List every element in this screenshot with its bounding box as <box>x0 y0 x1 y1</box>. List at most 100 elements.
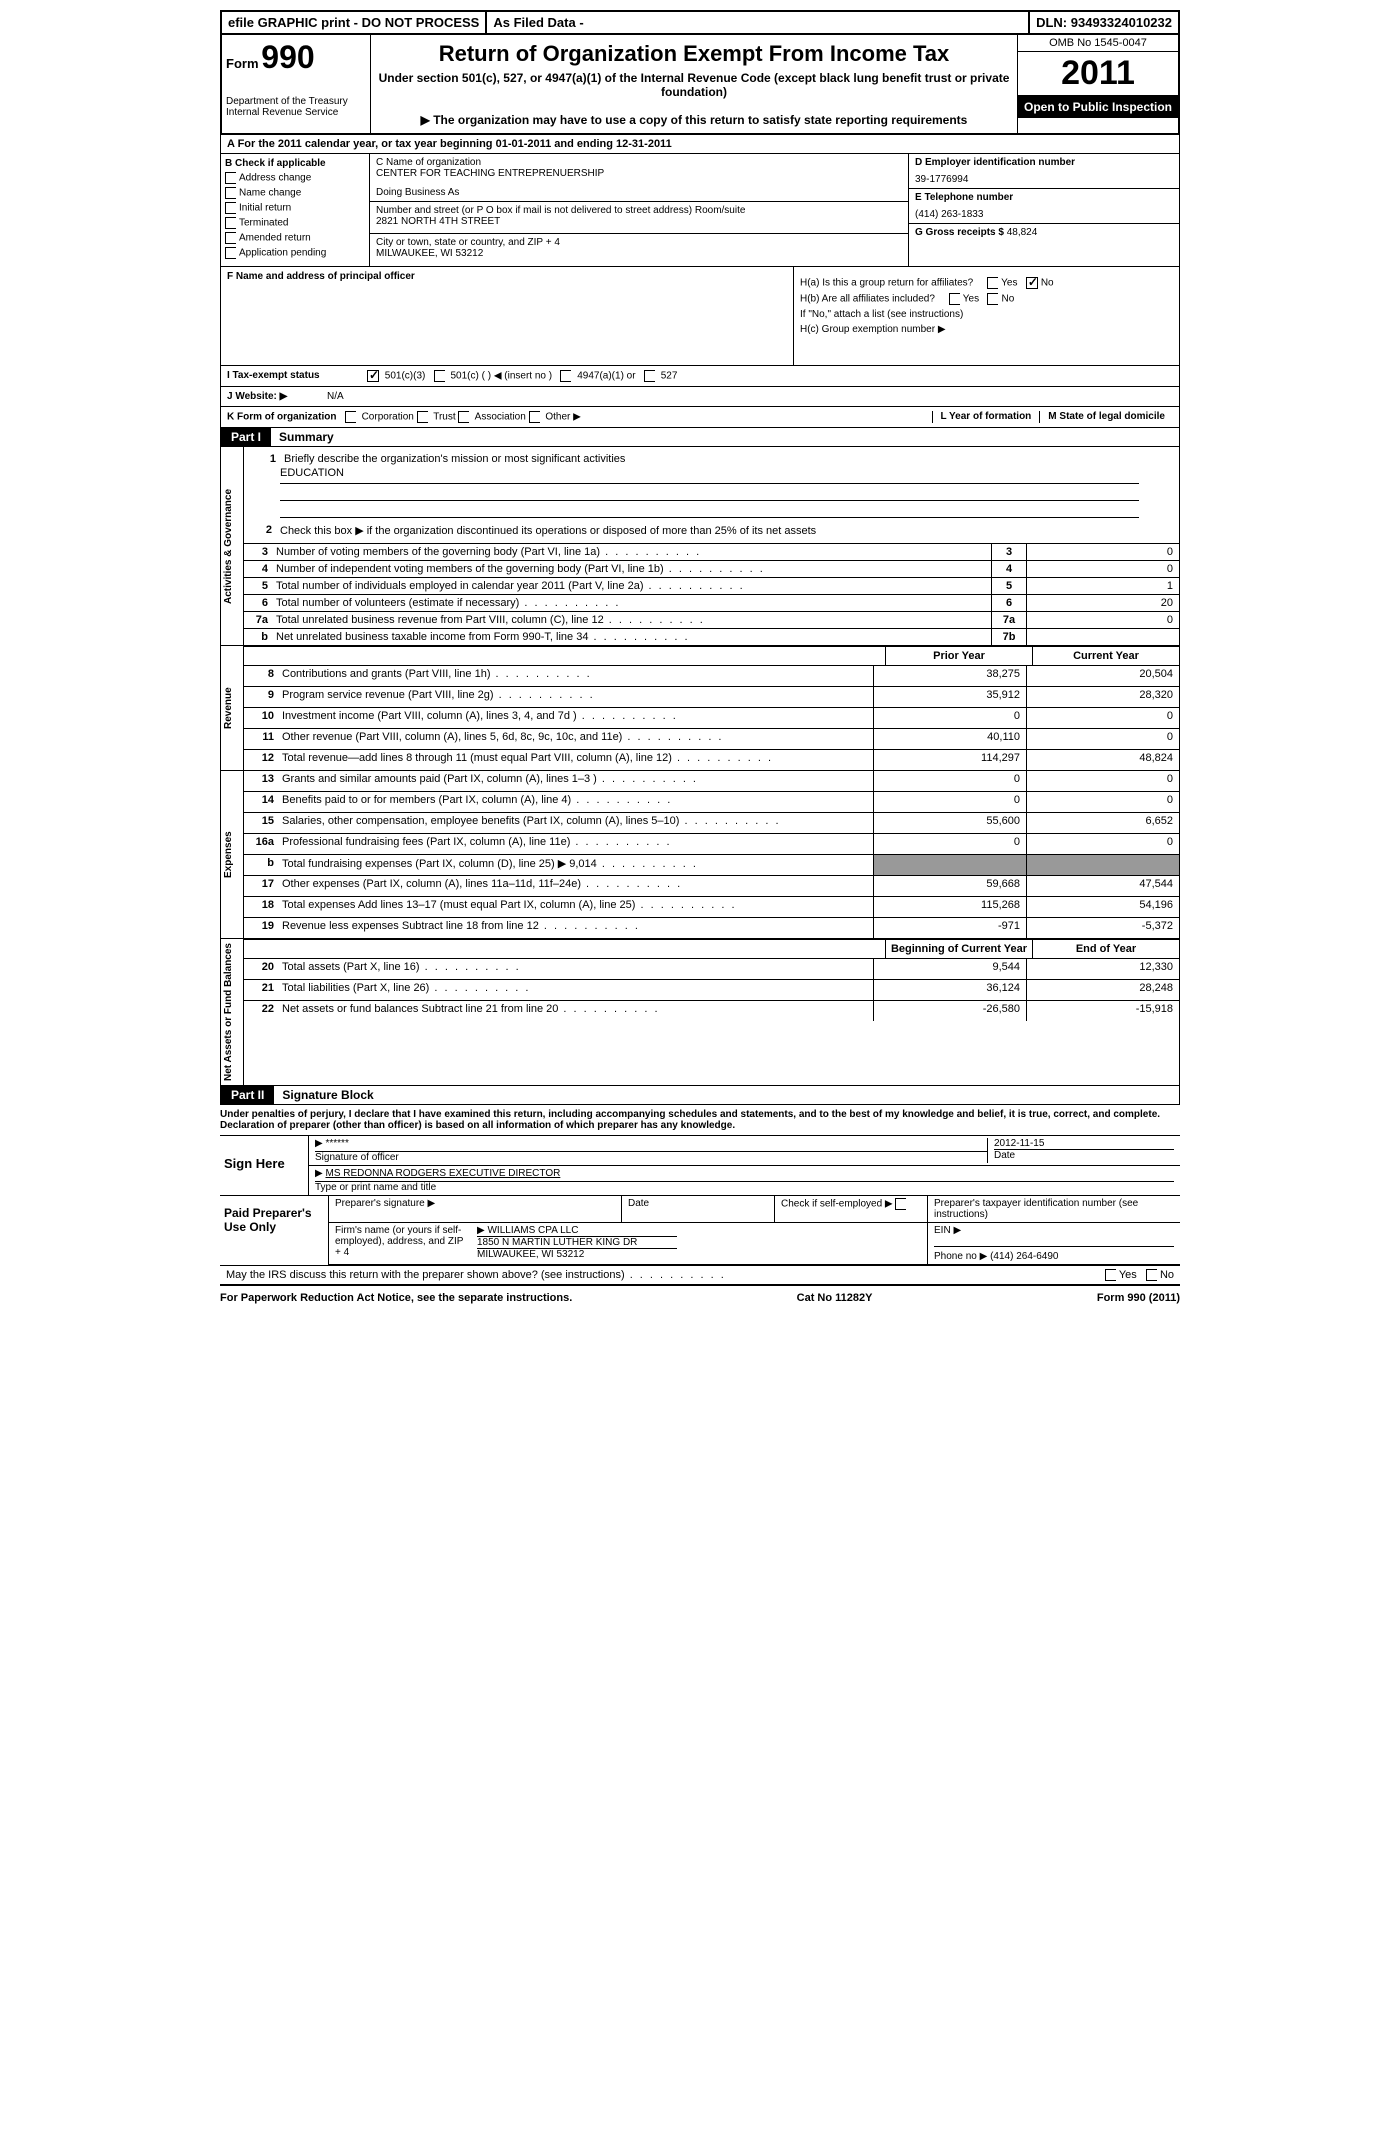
mission-blank-1 <box>280 484 1139 501</box>
side-revenue: Revenue <box>221 646 244 770</box>
chk-self-employed[interactable] <box>895 1198 906 1210</box>
ha-no: No <box>1041 278 1054 289</box>
opt-trust: Trust <box>433 412 455 423</box>
table-row: 21Total liabilities (Part X, line 26)36,… <box>244 980 1179 1001</box>
line-2-desc: Check this box ▶ if the organization dis… <box>280 524 1175 537</box>
opt-4947: 4947(a)(1) or <box>577 371 635 382</box>
table-row: 22Net assets or fund balances Subtract l… <box>244 1001 1179 1021</box>
chk-501c[interactable] <box>434 370 445 382</box>
side-net: Net Assets or Fund Balances <box>221 939 244 1085</box>
table-row: 16aProfessional fundraising fees (Part I… <box>244 834 1179 855</box>
chk-corp[interactable] <box>345 411 356 423</box>
chk-name-change[interactable] <box>225 187 236 199</box>
section-bcd: B Check if applicable Address change Nam… <box>220 154 1180 267</box>
lbl-initial-return: Initial return <box>239 203 291 214</box>
gross-value: 48,824 <box>1007 227 1038 238</box>
row-a-period: A For the 2011 calendar year, or tax yea… <box>220 135 1180 154</box>
org-name: CENTER FOR TEACHING ENTREPRENUERSHIP <box>376 168 902 179</box>
chk-501c3[interactable] <box>367 370 379 382</box>
lbl-amended: Amended return <box>239 233 311 244</box>
line-1-desc: Briefly describe the organization's miss… <box>284 453 1135 465</box>
lbl-pending: Application pending <box>239 248 326 259</box>
return-note: ▶ The organization may have to use a cop… <box>377 113 1011 127</box>
chk-amended[interactable] <box>225 232 236 244</box>
ein-label: EIN ▶ <box>934 1225 1174 1247</box>
val-5: 1 <box>1026 578 1179 594</box>
table-row: 17Other expenses (Part IX, column (A), l… <box>244 876 1179 897</box>
officer-label: F Name and address of principal officer <box>227 271 415 282</box>
form-ref: Form 990 (2011) <box>1097 1292 1180 1304</box>
col-h-group: H(a) Is this a group return for affiliat… <box>794 267 1179 365</box>
chk-address-change[interactable] <box>225 172 236 184</box>
officer-name-label: Type or print name and title <box>315 1181 1174 1193</box>
phone-label: E Telephone number <box>915 192 1173 203</box>
table-row: 14Benefits paid to or for members (Part … <box>244 792 1179 813</box>
part-1-label: Part I <box>221 428 271 446</box>
dln: DLN: 93493324010232 <box>1030 12 1178 33</box>
sig-stars: ****** <box>325 1138 348 1149</box>
chk-4947[interactable] <box>560 370 571 382</box>
opt-assoc: Association <box>475 412 526 423</box>
firm-addr: 1850 N MARTIN LUTHER KING DR <box>477 1236 677 1248</box>
table-row: 11Other revenue (Part VIII, column (A), … <box>244 729 1179 750</box>
table-row: 10Investment income (Part VIII, column (… <box>244 708 1179 729</box>
chk-527[interactable] <box>644 370 655 382</box>
return-title: Return of Organization Exempt From Incom… <box>377 41 1011 67</box>
section-governance: Activities & Governance 1Briefly describ… <box>220 447 1180 646</box>
city-label: City or town, state or country, and ZIP … <box>376 237 902 248</box>
opt-corp: Corporation <box>362 412 414 423</box>
col-f-officer: F Name and address of principal officer <box>221 267 794 365</box>
chk-assoc[interactable] <box>458 411 469 423</box>
perjury-text: Under penalties of perjury, I declare th… <box>220 1105 1180 1136</box>
gross-label: G Gross receipts $ <box>915 227 1004 238</box>
prep-phone-label: Phone no ▶ <box>934 1251 987 1262</box>
discuss-question: May the IRS discuss this return with the… <box>226 1269 1105 1281</box>
chk-ha-yes[interactable] <box>987 277 998 289</box>
city-value: MILWAUKEE, WI 53212 <box>376 248 902 259</box>
website-value: N/A <box>327 391 344 402</box>
table-row: bTotal fundraising expenses (Part IX, co… <box>244 855 1179 876</box>
preparer-block: Paid Preparer's Use Only Preparer's sign… <box>220 1196 1180 1266</box>
chk-pending[interactable] <box>225 247 236 259</box>
part-2-title: Signature Block <box>274 1086 381 1104</box>
row-j-website: J Website: ▶ N/A <box>220 387 1180 407</box>
dln-label: DLN: <box>1036 15 1067 30</box>
page: efile GRAPHIC print - DO NOT PROCESS As … <box>220 10 1180 1310</box>
val-7b <box>1026 629 1179 645</box>
chk-terminated[interactable] <box>225 217 236 229</box>
ein-value: 39-1776994 <box>915 174 1173 185</box>
header: Form 990 Department of the Treasury Inte… <box>220 35 1180 135</box>
prep-phone: (414) 264-6490 <box>990 1251 1058 1262</box>
paperwork-notice: For Paperwork Reduction Act Notice, see … <box>220 1292 572 1304</box>
chk-trust[interactable] <box>417 411 428 423</box>
gov-table: 3Number of voting members of the governi… <box>244 543 1179 645</box>
chk-other[interactable] <box>529 411 540 423</box>
form-number: 990 <box>261 39 314 75</box>
chk-hb-no[interactable] <box>987 293 998 305</box>
hb-note: If "No," attach a list (see instructions… <box>800 309 1173 320</box>
line-6: Total number of volunteers (estimate if … <box>276 595 991 611</box>
form-label: Form <box>226 56 259 71</box>
val-6: 20 <box>1026 595 1179 611</box>
prep-date-label: Date <box>622 1196 775 1222</box>
line-7a: Total unrelated business revenue from Pa… <box>276 612 991 628</box>
addr-value: 2821 NORTH 4TH STREET <box>376 216 902 227</box>
chk-discuss-yes[interactable] <box>1105 1269 1116 1281</box>
state-domicile: M State of legal domicile <box>1039 411 1173 423</box>
chk-discuss-no[interactable] <box>1146 1269 1157 1281</box>
lbl-name-change: Name change <box>239 188 301 199</box>
sig-date-label: Date <box>994 1149 1174 1161</box>
chk-ha-no[interactable] <box>1026 277 1038 289</box>
chk-hb-yes[interactable] <box>949 293 960 305</box>
efile-notice: efile GRAPHIC print - DO NOT PROCESS <box>222 12 487 33</box>
h-c: H(c) Group exemption number ▶ <box>800 324 1173 335</box>
chk-initial-return[interactable] <box>225 202 236 214</box>
line-4: Number of independent voting members of … <box>276 561 991 577</box>
dln-value: 93493324010232 <box>1071 15 1172 30</box>
return-subtitle: Under section 501(c), 527, or 4947(a)(1)… <box>377 71 1011 99</box>
hdr-prior: Prior Year <box>885 647 1032 665</box>
website-label: J Website: ▶ <box>227 391 327 402</box>
hb-yes: Yes <box>963 294 979 305</box>
table-row: 20Total assets (Part X, line 16)9,54412,… <box>244 959 1179 980</box>
ha-yes: Yes <box>1001 278 1017 289</box>
